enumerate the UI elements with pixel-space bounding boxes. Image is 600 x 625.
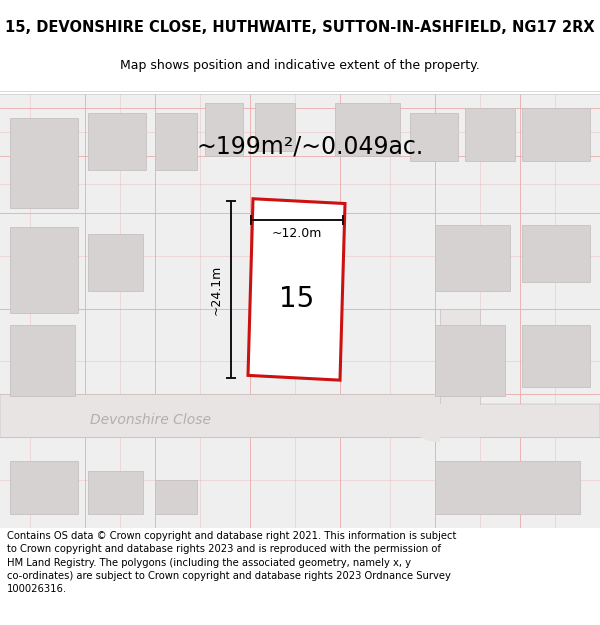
Text: Contains OS data © Crown copyright and database right 2021. This information is : Contains OS data © Crown copyright and d… bbox=[7, 531, 457, 594]
Bar bbox=[435, 325, 505, 396]
Polygon shape bbox=[248, 199, 345, 380]
Bar bbox=[255, 103, 295, 151]
Bar bbox=[155, 481, 197, 514]
Bar bbox=[435, 224, 510, 291]
Text: ~12.0m: ~12.0m bbox=[271, 227, 322, 240]
Bar bbox=[335, 103, 400, 156]
Bar bbox=[522, 325, 590, 387]
Bar bbox=[88, 113, 146, 170]
Text: Map shows position and indicative extent of the property.: Map shows position and indicative extent… bbox=[120, 59, 480, 72]
Text: 15: 15 bbox=[279, 285, 314, 313]
Text: Devonshire Close: Devonshire Close bbox=[90, 413, 211, 428]
Bar bbox=[205, 103, 243, 156]
Bar bbox=[10, 325, 75, 396]
Bar bbox=[88, 471, 143, 514]
Text: ~24.1m: ~24.1m bbox=[210, 264, 223, 314]
Bar bbox=[10, 118, 78, 208]
Polygon shape bbox=[440, 309, 480, 404]
Bar bbox=[10, 228, 78, 313]
Bar bbox=[88, 234, 143, 291]
Bar bbox=[155, 113, 197, 170]
Bar bbox=[522, 224, 590, 282]
Bar bbox=[10, 461, 78, 514]
Text: ~199m²/~0.049ac.: ~199m²/~0.049ac. bbox=[196, 134, 424, 158]
Polygon shape bbox=[0, 394, 600, 438]
Bar bbox=[410, 113, 458, 161]
Bar bbox=[465, 108, 515, 161]
Polygon shape bbox=[400, 404, 480, 442]
Text: 15, DEVONSHIRE CLOSE, HUTHWAITE, SUTTON-IN-ASHFIELD, NG17 2RX: 15, DEVONSHIRE CLOSE, HUTHWAITE, SUTTON-… bbox=[5, 19, 595, 34]
Bar bbox=[522, 108, 590, 161]
Bar bbox=[435, 461, 580, 514]
